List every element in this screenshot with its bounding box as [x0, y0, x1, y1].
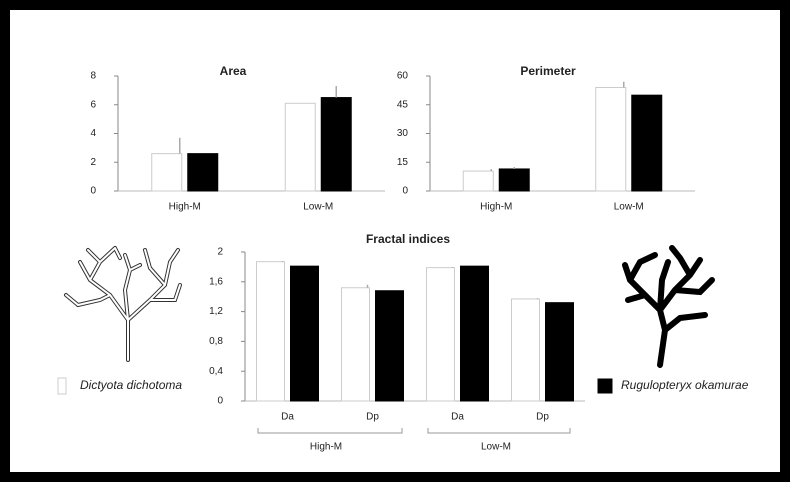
chart-title: Perimeter [520, 64, 576, 78]
bar [596, 88, 626, 192]
bar [499, 169, 529, 191]
y-tick-label: 15 [397, 157, 409, 168]
bar [427, 268, 455, 401]
legend-label: Dictyota dichotoma [80, 378, 182, 392]
bar [285, 103, 315, 191]
bar [152, 154, 182, 191]
y-tick-label: 0 [217, 396, 223, 407]
bar [342, 288, 370, 401]
x-tick-label: High-M [480, 202, 512, 213]
y-tick-label: 0 [90, 186, 96, 197]
bar [321, 98, 351, 191]
y-tick-label: 60 [397, 71, 409, 82]
y-tick-label: 0 [402, 186, 408, 197]
y-tick-label: 2 [217, 247, 223, 258]
y-tick-label: 6 [90, 99, 96, 110]
y-tick-label: 1,6 [209, 276, 223, 287]
x-tick-label: Dp [366, 412, 379, 423]
x-tick-label: Low-M [303, 202, 333, 213]
y-tick-label: 0,8 [209, 336, 223, 347]
y-tick-label: 8 [90, 71, 96, 82]
rugulopteryx-illustration [625, 248, 712, 365]
y-tick-label: 1,2 [209, 306, 223, 317]
x-tick-label: Da [451, 412, 464, 423]
y-tick-label: 45 [397, 99, 409, 110]
x-tick-label: Low-M [614, 202, 644, 213]
x-tick-label: Dp [536, 412, 549, 423]
y-tick-label: 2 [90, 157, 96, 168]
group-label: Low-M [481, 442, 511, 453]
bar [632, 95, 662, 191]
figure: Area 0 2 4 6 8 High-M Low-M Perimeter 0 15 30 45 60 Hi… [0, 0, 790, 482]
bar [291, 266, 319, 401]
chart: Area 0 2 4 6 8 High-M Low-M Perimeter 0 15 30 45 60 Hi… [0, 0, 790, 482]
y-tick-label: 30 [397, 128, 409, 139]
chart-title: Fractal indices [366, 232, 450, 246]
legend-swatch [58, 378, 66, 394]
y-tick-label: 0,4 [209, 366, 223, 377]
x-tick-label: Da [281, 412, 294, 423]
group-label: High-M [310, 442, 342, 453]
y-tick-label: 4 [90, 128, 96, 139]
chart-title: Area [220, 64, 247, 78]
legend-swatch [598, 379, 612, 393]
bar [257, 262, 285, 401]
bar [188, 154, 218, 191]
bar [512, 299, 540, 401]
bar [463, 171, 493, 191]
bar [546, 303, 574, 401]
legend-label: Rugulopteryx okamurae [621, 378, 749, 392]
x-tick-label: High-M [169, 202, 201, 213]
group-brackets [258, 428, 570, 433]
bar [461, 266, 489, 401]
dictyota-illustration [66, 248, 180, 360]
bar [376, 291, 404, 401]
